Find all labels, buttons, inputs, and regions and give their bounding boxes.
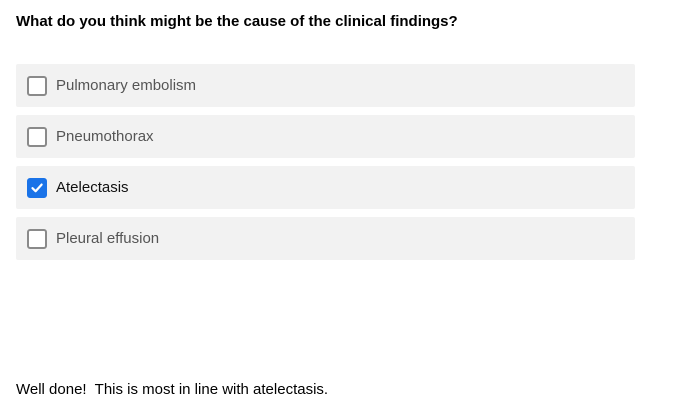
option-pleural-effusion[interactable]: Pleural effusion — [16, 217, 635, 260]
option-label: Atelectasis — [56, 179, 129, 196]
option-atelectasis[interactable]: Atelectasis — [16, 166, 635, 209]
option-label: Pneumothorax — [56, 128, 154, 145]
option-label: Pulmonary embolism — [56, 77, 197, 94]
option-pulmonary-embolism[interactable]: Pulmonary embolism — [16, 64, 635, 107]
answer-options: Pulmonary embolism Pneumothorax Atelecta… — [16, 64, 635, 268]
option-pneumothorax[interactable]: Pneumothorax — [16, 115, 635, 158]
checkbox[interactable] — [27, 228, 47, 249]
checkbox[interactable] — [27, 126, 47, 147]
question-text: What do you think might be the cause of … — [16, 13, 458, 30]
feedback-message: Well done! This is most in line with ate… — [16, 381, 329, 398]
checkbox[interactable] — [27, 177, 47, 198]
checkmark-icon — [31, 183, 43, 192]
checkbox[interactable] — [27, 75, 47, 96]
option-label: Pleural effusion — [56, 230, 160, 247]
